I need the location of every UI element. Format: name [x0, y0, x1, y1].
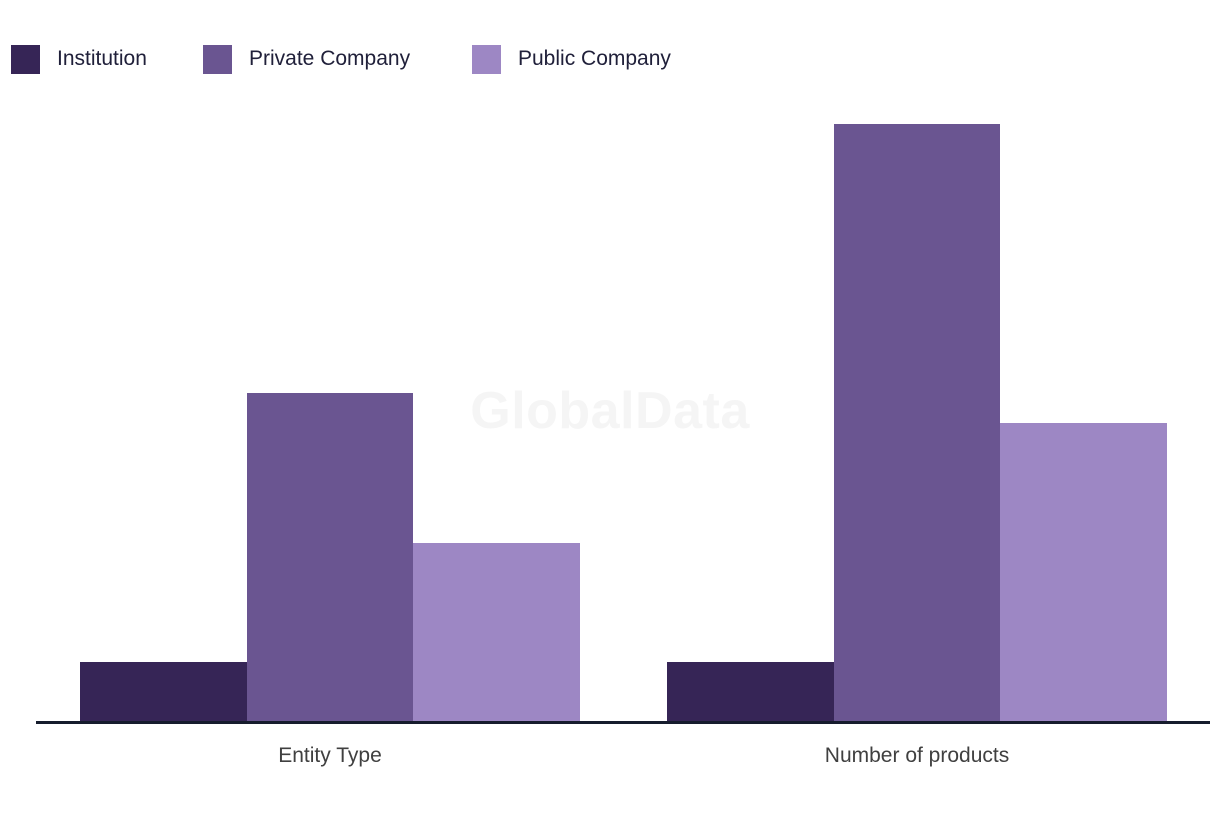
category-label-entity-type: Entity Type: [278, 744, 382, 767]
legend-swatch-institution-icon: [11, 44, 40, 74]
bar-institution-number-of-products[interactable]: [667, 662, 834, 722]
legend-label-institution: Institution: [57, 47, 147, 70]
watermark-globaldata: GlobalData: [470, 382, 750, 440]
legend-item-public-company[interactable]: Public Company: [472, 44, 671, 74]
legend-swatch-public-company-icon: [472, 44, 501, 74]
bar-institution-entity-type[interactable]: [80, 662, 247, 722]
bar-private-company-number-of-products[interactable]: [833, 124, 1000, 722]
legend-item-private-company[interactable]: Private Company: [203, 44, 410, 74]
x-axis-line: [36, 721, 1210, 724]
legend-swatch-private-company-icon: [203, 44, 232, 74]
category-label-number-of-products: Number of products: [824, 744, 1010, 767]
legend-label-public-company: Public Company: [518, 47, 671, 70]
legend-label-private-company: Private Company: [249, 47, 411, 70]
legend-item-institution[interactable]: Institution: [11, 44, 147, 74]
bar-private-company-entity-type[interactable]: [246, 393, 413, 722]
bar-public-company-entity-type[interactable]: [413, 543, 580, 722]
bar-public-company-number-of-products[interactable]: [1000, 423, 1167, 722]
